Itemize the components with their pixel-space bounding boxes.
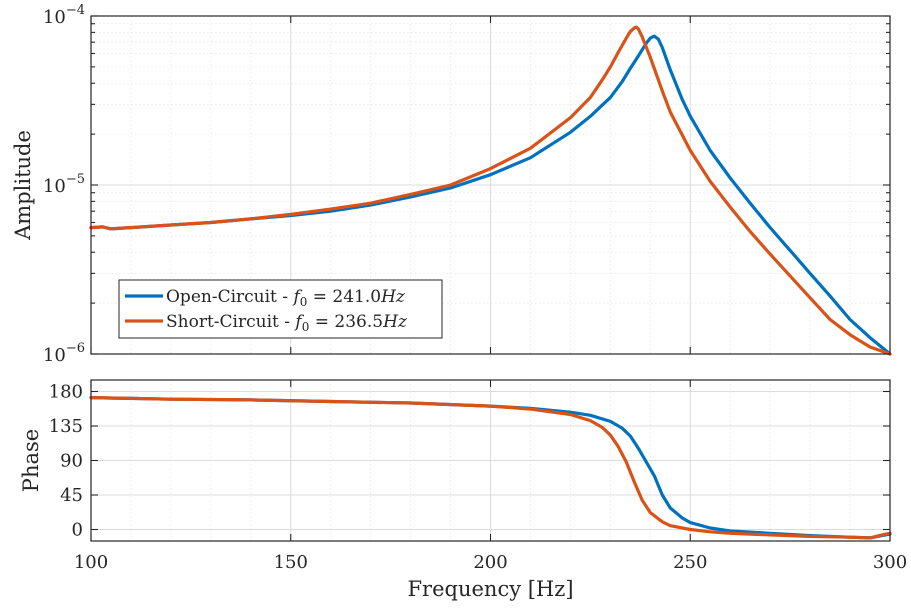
legend: Open-Circuit - f0 = 241.0Hz Short-Circuit… — [118, 279, 443, 339]
amp-y-tick-label: 10−4 — [43, 3, 85, 28]
phase-y-tick-label: 0 — [72, 520, 83, 541]
phase-plot: 0 45 90 135 180 100 150 200 250 300 Phase Frequency… — [19, 379, 907, 601]
amp-y-tick-label: 10−6 — [43, 341, 85, 366]
amplitude-axis-label: Amplitude — [11, 130, 35, 241]
x-tick-label: 200 — [473, 552, 507, 573]
x-tick-label: 250 — [673, 552, 707, 573]
phase-y-tick-label: 135 — [49, 416, 83, 437]
x-tick-label: 300 — [873, 552, 907, 573]
amplitude-plot: 10−6 10−5 10−4 Amplitude Open-Circuit - f0 =… — [11, 3, 892, 366]
amp-y-tick-label: 10−5 — [43, 172, 85, 197]
phase-y-tick-label: 180 — [49, 382, 83, 403]
x-tick-label: 150 — [274, 552, 308, 573]
phase-y-tick-label: 45 — [60, 485, 83, 506]
legend-box — [118, 279, 443, 339]
legend-entry-open-circuit: Open-Circuit - f0 = 241.0Hz — [166, 287, 406, 309]
frequency-axis-label: Frequency [Hz] — [407, 577, 573, 601]
phase-series-line-short-circuit — [89, 396, 892, 540]
legend-entry-short-circuit: Short-Circuit - f0 = 236.5Hz — [166, 312, 408, 334]
amplitude-series-line-short-circuit — [89, 25, 892, 356]
x-tick-label: 100 — [74, 552, 108, 573]
phase-y-tick-label: 90 — [60, 451, 83, 472]
phase-axis-label: Phase — [19, 429, 43, 492]
